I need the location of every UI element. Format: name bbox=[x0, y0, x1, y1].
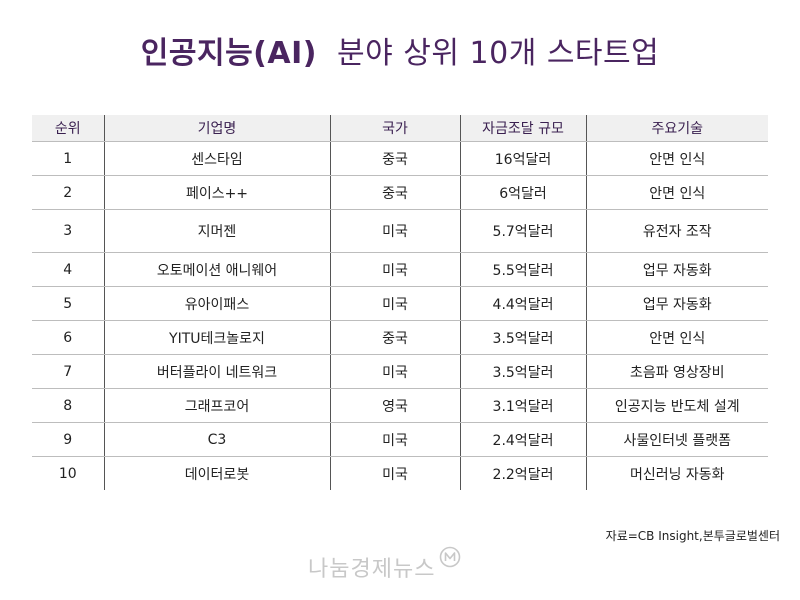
header-country: 국가 bbox=[329, 115, 460, 142]
cell-rank: 3 bbox=[32, 209, 104, 253]
startup-ranking-table: 순위 기업명 국가 자금조달 규모 주요기술 1 센스타임 중국 16억달러 안… bbox=[32, 115, 768, 490]
cell-country: 영국 bbox=[329, 388, 460, 423]
cell-company: 유아이패스 bbox=[103, 286, 330, 321]
cell-technology: 머신러닝 자동화 bbox=[585, 456, 768, 490]
cell-funding: 2.4억달러 bbox=[459, 422, 586, 457]
cell-company: 그래프코어 bbox=[103, 388, 330, 423]
cell-country: 미국 bbox=[329, 286, 460, 321]
table-header-row: 순위 기업명 국가 자금조달 규모 주요기술 bbox=[32, 115, 768, 142]
cell-rank: 4 bbox=[32, 252, 104, 287]
cell-funding: 6억달러 bbox=[459, 175, 586, 210]
cell-funding: 3.1억달러 bbox=[459, 388, 586, 423]
cell-company: 지머젠 bbox=[103, 209, 330, 253]
cell-company: 페이스++ bbox=[103, 175, 330, 210]
cell-company: 데이터로봇 bbox=[103, 456, 330, 490]
cell-country: 중국 bbox=[329, 175, 460, 210]
cell-technology: 업무 자동화 bbox=[585, 252, 768, 287]
cell-technology: 업무 자동화 bbox=[585, 286, 768, 321]
cell-technology: 안면 인식 bbox=[585, 175, 768, 210]
cell-technology: 유전자 조작 bbox=[585, 209, 768, 253]
cell-technology: 인공지능 반도체 설계 bbox=[585, 388, 768, 423]
cell-rank: 10 bbox=[58, 465, 77, 482]
cell-country: 중국 bbox=[329, 320, 460, 355]
logo-text: 나눔경제뉴스 bbox=[308, 557, 436, 582]
cell-rank: 6 bbox=[32, 320, 104, 355]
cell-rank: 8 bbox=[32, 388, 104, 423]
cell-company: C3 bbox=[103, 422, 330, 457]
cell-technology: 안면 인식 bbox=[585, 141, 768, 176]
cell-rank: 9 bbox=[32, 422, 104, 457]
cell-funding: 3.5억달러 bbox=[459, 354, 586, 389]
publisher-logo: 나눔경제뉴스 bbox=[308, 546, 461, 587]
cell-rank: 7 bbox=[32, 354, 104, 389]
cell-funding: 4.4억달러 bbox=[459, 286, 586, 321]
cell-country: 미국 bbox=[329, 456, 460, 490]
cell-company: 오토메이션 애니웨어 bbox=[103, 252, 330, 287]
cell-funding: 5.5억달러 bbox=[459, 252, 586, 287]
table-row: 10 데이터로봇 미국 2.2억달러 머신러닝 자동화 bbox=[32, 456, 768, 490]
cell-country: 미국 bbox=[329, 422, 460, 457]
cell-funding: 3.5억달러 bbox=[459, 320, 586, 355]
table-row: 5 유아이패스 미국 4.4억달러 업무 자동화 bbox=[32, 286, 768, 321]
cell-company: 센스타임 bbox=[103, 141, 330, 176]
cell-funding: 16억달러 bbox=[459, 141, 586, 176]
cell-country: 미국 bbox=[329, 209, 460, 253]
table-row: 6 YITU테크놀로지 중국 3.5억달러 안면 인식 bbox=[32, 320, 768, 355]
table-row: 7 버터플라이 네트워크 미국 3.5억달러 초음파 영상장비 bbox=[32, 354, 768, 389]
header-rank: 순위 bbox=[32, 115, 104, 142]
cell-technology: 초음파 영상장비 bbox=[585, 354, 768, 389]
cell-company: 버터플라이 네트워크 bbox=[103, 354, 330, 389]
table-row: 9 C3 미국 2.4억달러 사물인터넷 플랫폼 bbox=[32, 422, 768, 457]
table-row: 2 페이스++ 중국 6억달러 안면 인식 bbox=[32, 175, 768, 210]
cell-country: 미국 bbox=[329, 354, 460, 389]
table-row: 8 그래프코어 영국 3.1억달러 인공지능 반도체 설계 bbox=[32, 388, 768, 423]
table-row: 3 지머젠 미국 5.7억달러 유전자 조작 bbox=[32, 209, 768, 253]
header-technology: 주요기술 bbox=[585, 115, 768, 142]
cell-country: 미국 bbox=[329, 252, 460, 287]
cell-country: 중국 bbox=[329, 141, 460, 176]
cell-funding: 2.2억달러 bbox=[459, 456, 586, 490]
n-badge-icon bbox=[439, 546, 461, 572]
header-funding: 자금조달 규모 bbox=[459, 115, 586, 142]
title-rest: 분야 상위 10개 스타트업 bbox=[337, 36, 660, 71]
cell-funding: 5.7억달러 bbox=[459, 209, 586, 253]
cell-company: YITU테크놀로지 bbox=[103, 320, 330, 355]
table-row: 4 오토메이션 애니웨어 미국 5.5억달러 업무 자동화 bbox=[32, 252, 768, 287]
cell-rank: 1 bbox=[32, 141, 104, 176]
source-credit: 자료=CB Insight,본투글로벌센터 bbox=[605, 529, 780, 543]
table-row: 1 센스타임 중국 16억달러 안면 인식 bbox=[32, 141, 768, 176]
header-company: 기업명 bbox=[103, 115, 330, 142]
page-title: 인공지능(AI) 분야 상위 10개 스타트업 bbox=[0, 28, 800, 72]
cell-technology: 사물인터넷 플랫폼 bbox=[585, 422, 768, 457]
cell-rank: 2 bbox=[32, 175, 104, 210]
cell-technology: 안면 인식 bbox=[585, 320, 768, 355]
title-highlight: 인공지능(AI) bbox=[140, 36, 317, 71]
cell-rank: 5 bbox=[32, 286, 104, 321]
